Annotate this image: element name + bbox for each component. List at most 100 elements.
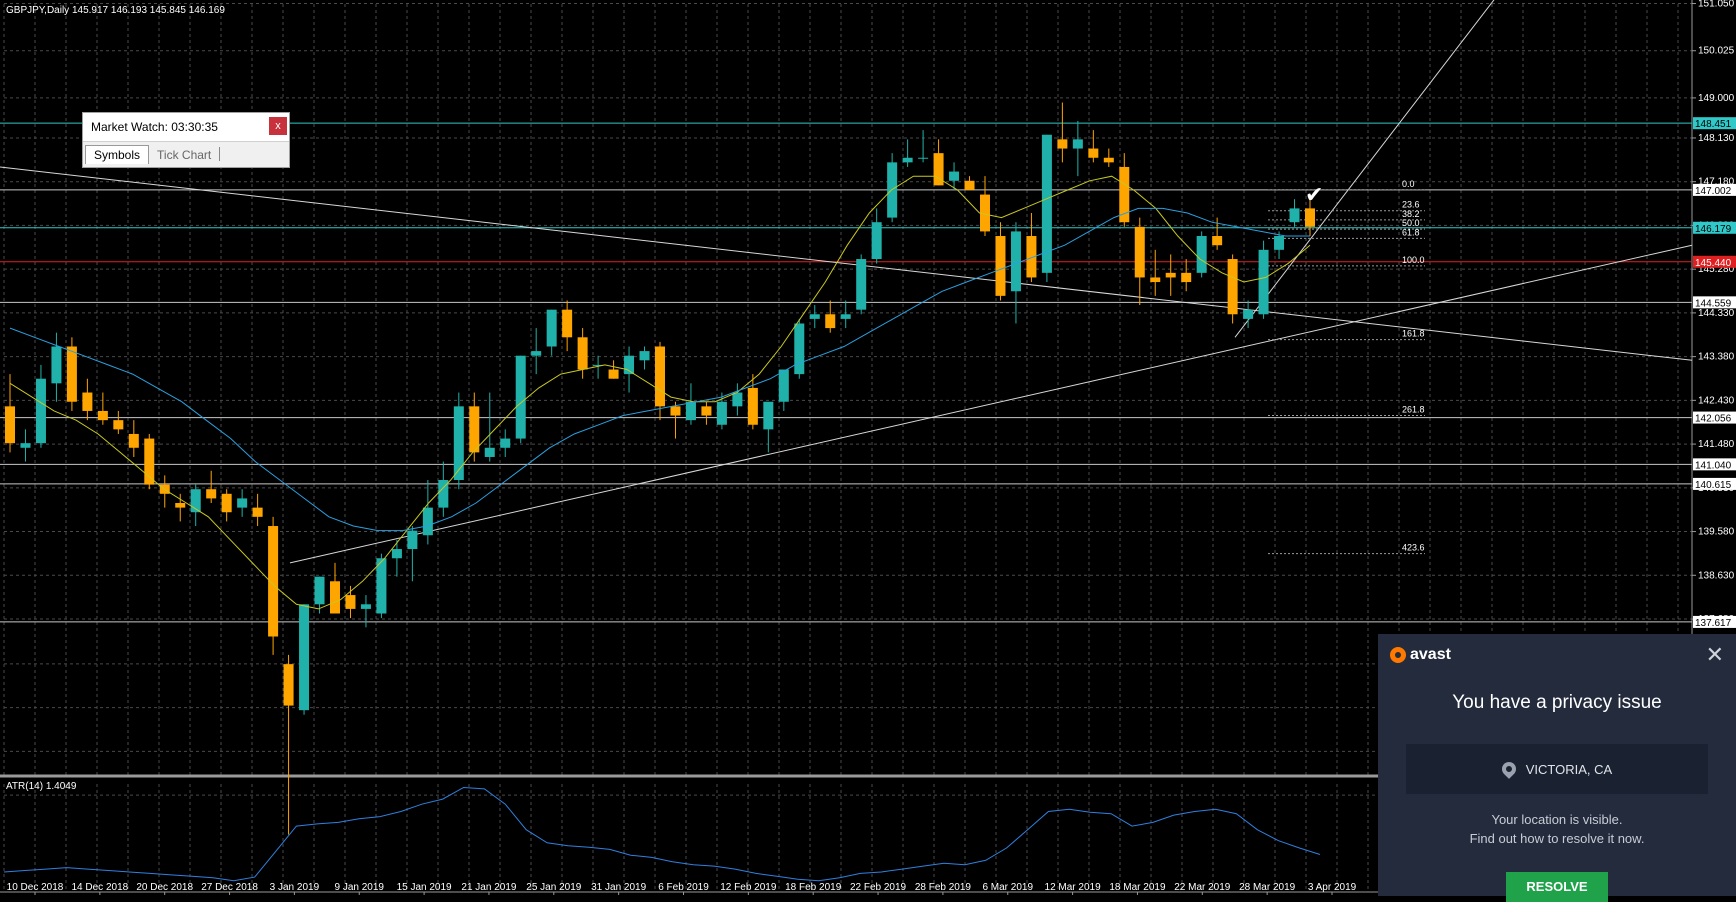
tab-separator: [219, 147, 221, 161]
market-watch-close-button[interactable]: x: [269, 117, 287, 135]
candle-body: [902, 157, 913, 163]
tab-symbols[interactable]: Symbols: [85, 145, 150, 164]
candle-body: [531, 351, 542, 356]
candle-body: [206, 489, 217, 499]
price-tick-label: 138.630: [1698, 570, 1735, 581]
checkmark-icon: ✔: [1305, 182, 1323, 207]
candle-body: [1026, 236, 1037, 278]
avast-title: You have a privacy issue: [1452, 692, 1662, 713]
market-watch-title: Market Watch: 03:30:35: [91, 120, 218, 134]
candle-body: [190, 489, 201, 513]
level-price-label: 147.002: [1695, 186, 1732, 197]
close-icon[interactable]: ✕: [1705, 642, 1724, 667]
candle-body: [701, 406, 712, 416]
price-tick-label: 151.050: [1698, 0, 1735, 10]
candle-body: [268, 526, 279, 637]
candle-body: [608, 369, 619, 379]
candle-body: [1274, 236, 1285, 250]
level-price-label: 146.179: [1695, 224, 1732, 235]
level-price-tag: [1693, 411, 1736, 424]
time-tick-label: 12 Feb 2019: [720, 882, 777, 893]
avast-message-line1: Your location is visible.: [1491, 812, 1623, 827]
candle-body: [856, 259, 867, 310]
candle-body: [360, 604, 371, 609]
price-tick-label: 150.025: [1698, 46, 1735, 57]
candle-body: [391, 549, 402, 559]
candle-body: [1165, 272, 1176, 278]
candle-body: [345, 595, 356, 609]
candle-body: [840, 314, 851, 319]
time-tick-label: 20 Dec 2018: [136, 882, 193, 893]
atr-line: [3, 786, 1321, 882]
location-pin-icon: [1498, 759, 1519, 779]
time-tick-label: 22 Mar 2019: [1174, 882, 1231, 893]
candle-body: [422, 507, 433, 536]
time-tick-label: 6 Mar 2019: [982, 882, 1033, 893]
tab-tick-chart[interactable]: Tick Chart: [157, 148, 212, 162]
candle-body: [1181, 272, 1192, 283]
fib-level-label: 423.6: [1402, 543, 1425, 553]
level-price-tag: [1693, 296, 1736, 309]
candle-body: [1212, 236, 1223, 246]
candle-body: [438, 479, 449, 508]
candle-body: [778, 369, 789, 402]
candle-body: [562, 309, 573, 338]
location-box: VICTORIA, CA: [1406, 744, 1708, 794]
avast-brand: avast: [1410, 646, 1451, 663]
candle-body: [655, 346, 665, 407]
level-price-tag: [1693, 255, 1736, 268]
time-tick-label: 28 Feb 2019: [915, 882, 972, 893]
level-price-label: 140.615: [1695, 480, 1732, 491]
market-watch-titlebar[interactable]: Market Watch: 03:30:35 x: [83, 113, 289, 141]
fib-level-label: 100.0: [1402, 255, 1425, 265]
time-tick-label: 10 Dec 2018: [7, 882, 64, 893]
price-tick-label: 149.000: [1698, 93, 1735, 104]
location-text: VICTORIA, CA: [1525, 761, 1613, 777]
candle-body: [453, 406, 464, 480]
time-tick-label: 28 Mar 2019: [1239, 882, 1296, 893]
candle-body: [500, 438, 511, 448]
candle-body: [918, 157, 929, 159]
candle-body: [1041, 134, 1052, 273]
candle-body: [639, 351, 650, 361]
candle-body: [252, 507, 263, 517]
candle-body: [980, 194, 990, 232]
time-tick-label: 3 Jan 2019: [270, 882, 320, 893]
market-watch-tabs: Symbols Tick Chart: [83, 141, 289, 164]
price-tick-label: 144.330: [1698, 308, 1735, 319]
candle-body: [593, 364, 604, 366]
market-watch-window[interactable]: Market Watch: 03:30:35 x Symbols Tick Ch…: [82, 112, 290, 168]
candle-body: [82, 392, 93, 411]
price-tick-label: 143.380: [1698, 352, 1735, 363]
candle-body: [949, 171, 960, 181]
candle-body: [66, 346, 77, 402]
candle-body: [933, 153, 944, 186]
candle-body: [1305, 208, 1315, 227]
fib-level-label: 261.8: [1402, 405, 1425, 415]
candle-body: [221, 493, 232, 513]
time-tick-label: 3 Apr 2019: [1308, 882, 1357, 893]
price-tick-label: 139.580: [1698, 527, 1735, 538]
fib-level-label: 38.2: [1402, 209, 1420, 219]
candle-body: [1134, 226, 1145, 278]
level-price-tag: [1693, 221, 1736, 234]
trend-line: [0, 166, 1693, 361]
atr-label: ATR(14) 1.4049: [6, 781, 77, 792]
avast-logo: avast: [1390, 646, 1451, 664]
candle-body: [175, 503, 186, 508]
moving-average-slow: [9, 207, 1310, 532]
price-tick-label: 148.130: [1698, 133, 1735, 144]
fib-level-label: 0.0: [1402, 179, 1415, 189]
candle-body: [469, 406, 480, 453]
candle-body: [809, 314, 820, 319]
resolve-button[interactable]: RESOLVE: [1506, 872, 1608, 902]
level-price-tag: [1693, 477, 1736, 490]
candle-body: [794, 323, 805, 375]
price-tick-label: 147.180: [1698, 177, 1735, 188]
time-tick-label: 21 Jan 2019: [461, 882, 516, 893]
candle-body: [685, 401, 696, 421]
candle-body: [51, 346, 62, 384]
candle-body: [5, 406, 15, 444]
fib-level-label: 161.8: [1402, 329, 1425, 339]
